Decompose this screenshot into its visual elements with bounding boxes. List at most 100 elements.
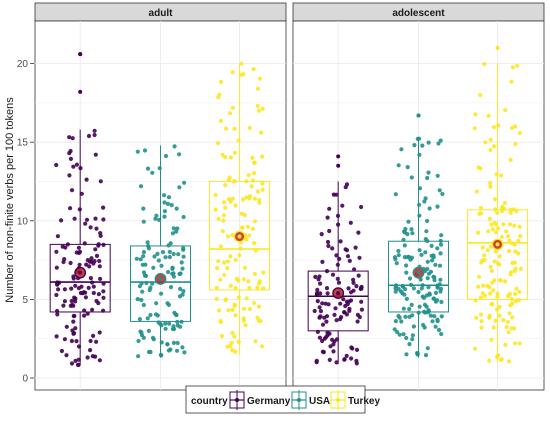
data-point bbox=[146, 349, 152, 355]
data-point bbox=[324, 286, 330, 291]
data-point bbox=[228, 199, 233, 204]
data-point bbox=[320, 259, 325, 264]
data-point bbox=[320, 301, 325, 306]
data-point bbox=[438, 242, 444, 247]
data-point bbox=[405, 165, 410, 170]
data-point bbox=[340, 203, 345, 208]
data-point bbox=[505, 319, 510, 325]
data-point bbox=[333, 306, 338, 311]
data-point bbox=[247, 306, 252, 312]
data-point bbox=[259, 344, 265, 349]
data-point bbox=[159, 340, 164, 345]
data-point bbox=[94, 253, 100, 258]
data-point bbox=[260, 181, 265, 186]
data-point bbox=[481, 283, 486, 288]
data-point bbox=[139, 281, 144, 286]
data-point bbox=[420, 283, 425, 288]
data-point bbox=[405, 232, 410, 237]
data-point bbox=[488, 184, 493, 189]
data-point bbox=[494, 172, 499, 177]
data-point bbox=[232, 302, 237, 307]
box-usa bbox=[130, 144, 191, 359]
data-point bbox=[495, 294, 500, 299]
legend-label: USA bbox=[309, 396, 330, 407]
data-point bbox=[221, 218, 226, 223]
data-point bbox=[483, 140, 488, 145]
data-point bbox=[488, 291, 493, 296]
data-point bbox=[487, 216, 492, 221]
data-point bbox=[411, 286, 416, 291]
data-point bbox=[515, 63, 520, 68]
data-point bbox=[73, 283, 78, 288]
data-point bbox=[492, 197, 498, 202]
data-point bbox=[435, 173, 440, 178]
data-point bbox=[354, 284, 359, 289]
data-point bbox=[437, 282, 442, 287]
data-point bbox=[410, 313, 415, 318]
data-point bbox=[346, 286, 351, 291]
data-point bbox=[338, 239, 343, 244]
data-point bbox=[165, 301, 170, 306]
data-point bbox=[162, 209, 167, 214]
data-point bbox=[401, 306, 406, 311]
data-point bbox=[497, 278, 502, 283]
data-point bbox=[135, 149, 140, 154]
data-point bbox=[169, 203, 174, 208]
data-point bbox=[504, 324, 509, 330]
data-point bbox=[252, 196, 257, 201]
data-point bbox=[318, 314, 323, 319]
mean-marker-center bbox=[495, 242, 500, 247]
data-point bbox=[90, 307, 95, 312]
data-point bbox=[480, 245, 485, 250]
data-point bbox=[487, 315, 492, 320]
data-point bbox=[220, 152, 225, 157]
data-point bbox=[330, 337, 335, 342]
data-point bbox=[241, 197, 246, 202]
data-point bbox=[244, 195, 249, 200]
data-point bbox=[325, 215, 330, 220]
data-point bbox=[393, 257, 398, 262]
legend: country Germany USA Turkey bbox=[185, 385, 380, 414]
mean-marker-center bbox=[416, 270, 421, 275]
data-point bbox=[214, 296, 219, 301]
legend-key-point bbox=[297, 398, 301, 402]
data-point bbox=[357, 255, 362, 260]
data-point bbox=[317, 305, 322, 310]
data-point bbox=[179, 319, 184, 324]
data-point bbox=[495, 307, 500, 312]
data-point bbox=[423, 196, 428, 201]
data-point bbox=[101, 281, 106, 286]
data-point bbox=[219, 333, 225, 339]
data-point bbox=[407, 306, 412, 312]
data-point bbox=[334, 318, 339, 323]
data-point bbox=[224, 126, 229, 131]
data-point bbox=[514, 208, 519, 214]
data-point bbox=[317, 335, 322, 340]
data-point bbox=[476, 230, 481, 235]
data-point bbox=[495, 261, 500, 266]
data-point bbox=[427, 206, 432, 211]
data-point bbox=[406, 219, 411, 224]
data-point bbox=[227, 175, 232, 180]
data-point bbox=[328, 344, 333, 349]
data-point bbox=[255, 103, 260, 108]
data-point bbox=[249, 184, 254, 189]
data-point bbox=[86, 285, 91, 290]
data-point bbox=[512, 223, 517, 228]
data-point bbox=[393, 289, 398, 294]
data-point bbox=[101, 205, 106, 210]
data-point bbox=[516, 238, 521, 243]
data-point bbox=[173, 312, 178, 317]
data-point bbox=[482, 257, 487, 262]
data-point bbox=[331, 192, 336, 197]
data-point bbox=[513, 266, 518, 271]
data-point bbox=[163, 153, 169, 159]
legend-key-point bbox=[235, 398, 239, 402]
data-point bbox=[83, 221, 88, 226]
data-point bbox=[323, 301, 328, 306]
legend-entry-turkey: Turkey bbox=[330, 390, 380, 410]
mean-marker-center bbox=[158, 276, 163, 281]
data-point bbox=[67, 135, 72, 140]
data-point bbox=[423, 353, 429, 358]
data-point bbox=[85, 258, 90, 263]
